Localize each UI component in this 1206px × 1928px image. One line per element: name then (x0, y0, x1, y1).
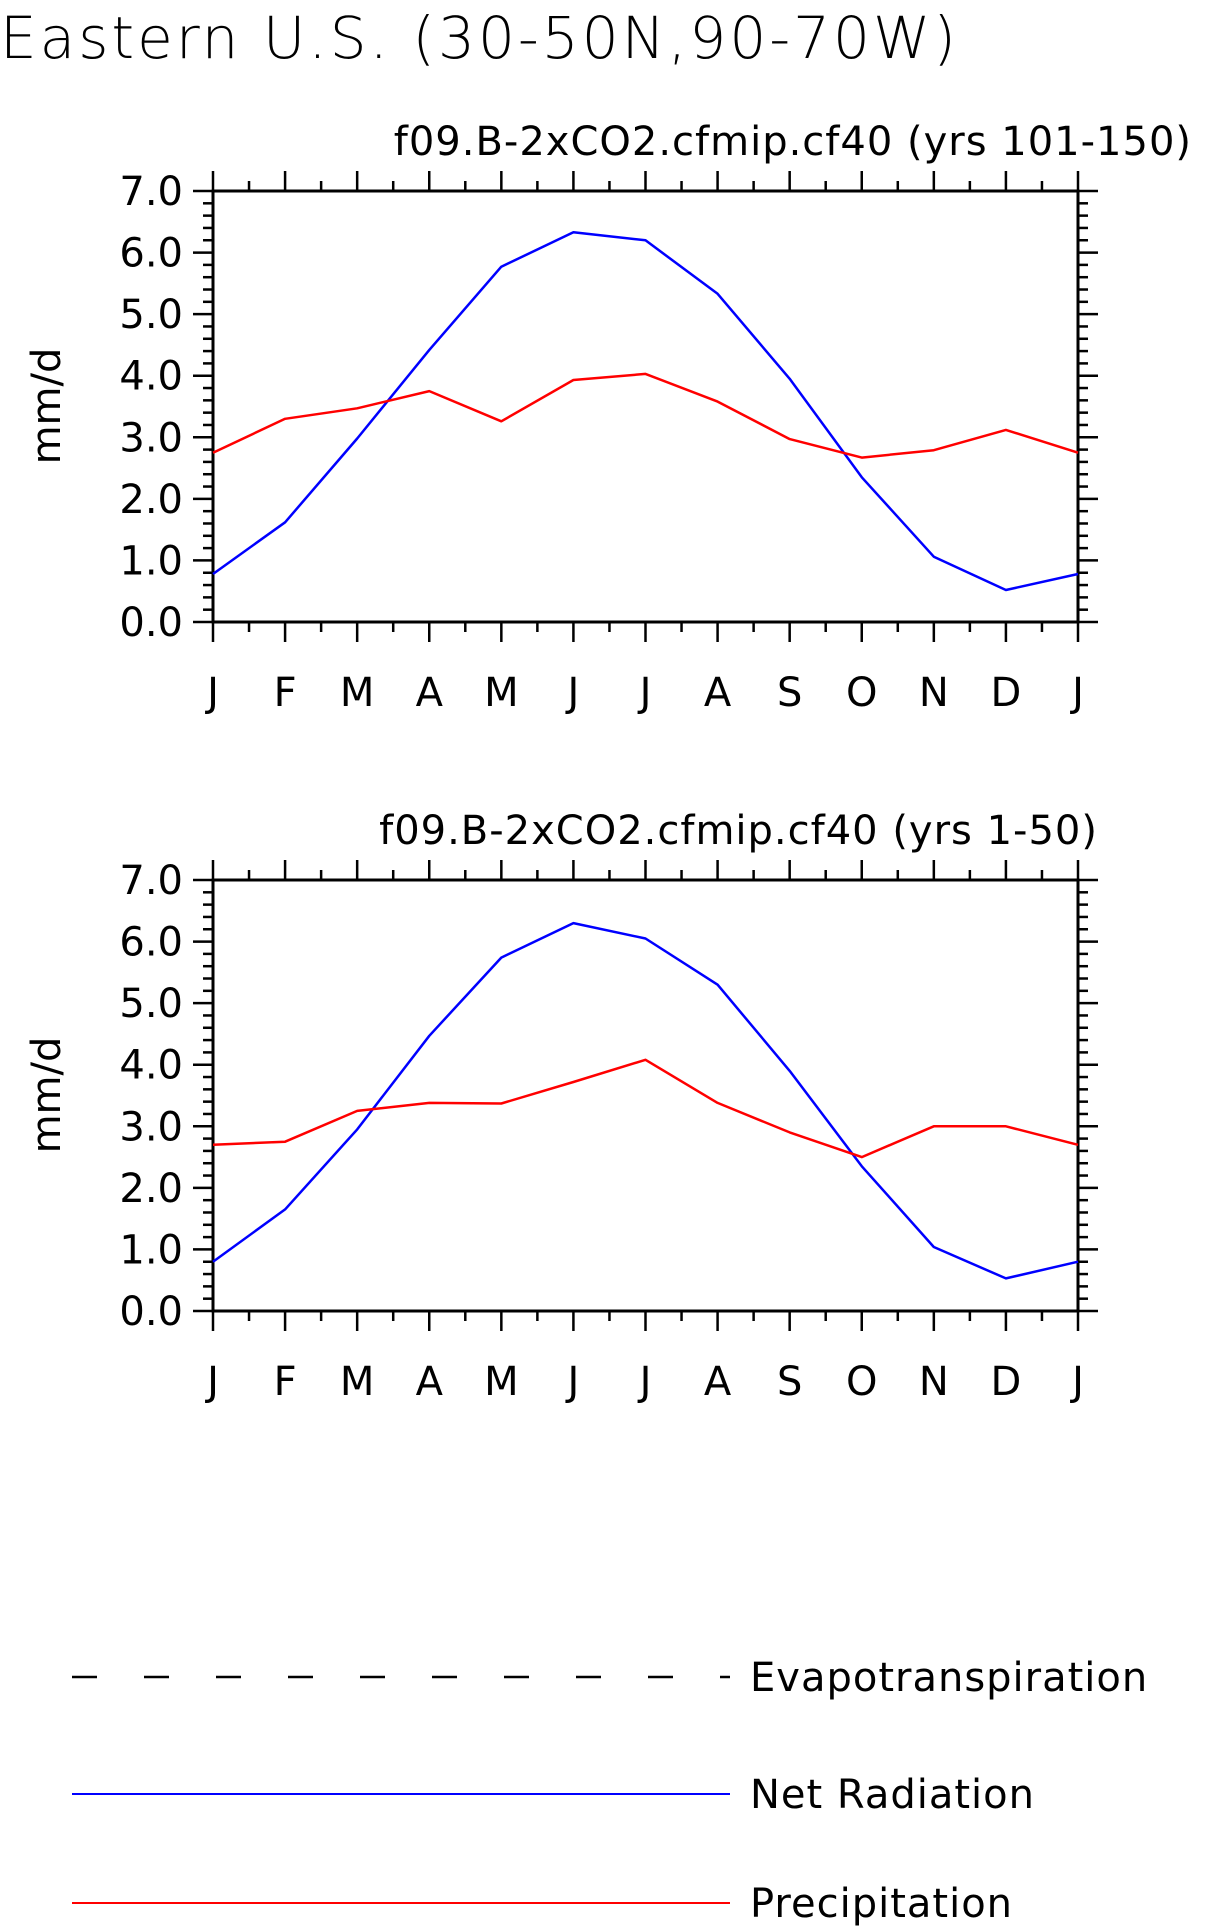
plot-frame (211, 878, 1080, 1313)
x-tick-label: O (846, 1359, 877, 1405)
x-tick-label: J (1069, 670, 1084, 716)
x-tick-label: J (204, 1359, 219, 1405)
x-tick-label: J (637, 1359, 652, 1405)
x-tick-label: A (416, 1359, 444, 1405)
x-tick-label: M (484, 670, 519, 716)
x-tick-label: D (991, 670, 1022, 716)
main-title: Eastern U.S. (30-50N,90-70W) (0, 4, 959, 72)
x-tick-label: N (919, 1359, 949, 1405)
x-tick-label: M (340, 1359, 375, 1405)
legend-label-precipitation: Precipitation (750, 1881, 1013, 1927)
panel-title: f09.B-2xCO2.cfmip.cf40 (yrs 101-150) (394, 119, 1192, 165)
y-tick-label: 6.0 (119, 920, 183, 966)
panel-title: f09.B-2xCO2.cfmip.cf40 (yrs 1-50) (379, 808, 1098, 854)
y-tick-label: 3.0 (119, 415, 183, 461)
legend-label-evapotranspiration: Evapotranspiration (750, 1655, 1148, 1701)
y-tick-label: 3.0 (119, 1104, 183, 1150)
series-line-precipitation (212, 1058, 1079, 1159)
x-tick-label: S (777, 670, 802, 716)
x-tick-label: A (704, 670, 732, 716)
x-tick-label: F (274, 670, 297, 716)
y-tick-label: 4.0 (119, 1043, 183, 1089)
x-tick-label: N (919, 670, 949, 716)
y-tick-label: 2.0 (119, 477, 183, 523)
panel-top: f09.B-2xCO2.cfmip.cf40 (yrs 101-150) mm/d… (24, 119, 1192, 716)
y-tick-label: 6.0 (119, 231, 183, 277)
series-line-precipitation (212, 372, 1079, 459)
legend: Evapotranspiration Net Radiation Precipi… (72, 1655, 1148, 1927)
plot-frame (211, 189, 1080, 624)
x-tick-label: J (565, 1359, 580, 1405)
x-tick-label: A (704, 1359, 732, 1405)
y-axis-label: mm/d (24, 1037, 70, 1154)
y-tick-label: 2.0 (119, 1166, 183, 1212)
x-tick-label: O (846, 670, 877, 716)
x-tick-label: S (777, 1359, 802, 1405)
x-tick-label: D (991, 1359, 1022, 1405)
y-axis-label: mm/d (24, 348, 70, 465)
y-tick-label: 1.0 (119, 538, 183, 584)
y-tick-label: 7.0 (119, 169, 183, 215)
y-tick-label: 4.0 (119, 354, 183, 400)
x-tick-label: M (484, 1359, 519, 1405)
legend-label-net-radiation: Net Radiation (750, 1772, 1035, 1818)
x-tick-label: F (274, 1359, 297, 1405)
series-line-net-radiation (212, 921, 1079, 1280)
y-tick-label: 5.0 (119, 981, 183, 1027)
x-tick-label: J (1069, 1359, 1084, 1405)
x-tick-label: J (204, 670, 219, 716)
panel-bottom: f09.B-2xCO2.cfmip.cf40 (yrs 1-50) mm/d 0.0… (24, 808, 1098, 1405)
x-tick-label: J (637, 670, 652, 716)
x-tick-label: A (416, 670, 444, 716)
y-tick-label: 1.0 (119, 1227, 183, 1273)
y-tick-label: 0.0 (119, 600, 183, 646)
y-tick-label: 5.0 (119, 292, 183, 338)
x-tick-label: J (565, 670, 580, 716)
x-tick-label: M (340, 670, 375, 716)
series-line-net-radiation (212, 231, 1079, 592)
y-tick-label: 7.0 (119, 858, 183, 904)
y-tick-label: 0.0 (119, 1289, 183, 1335)
